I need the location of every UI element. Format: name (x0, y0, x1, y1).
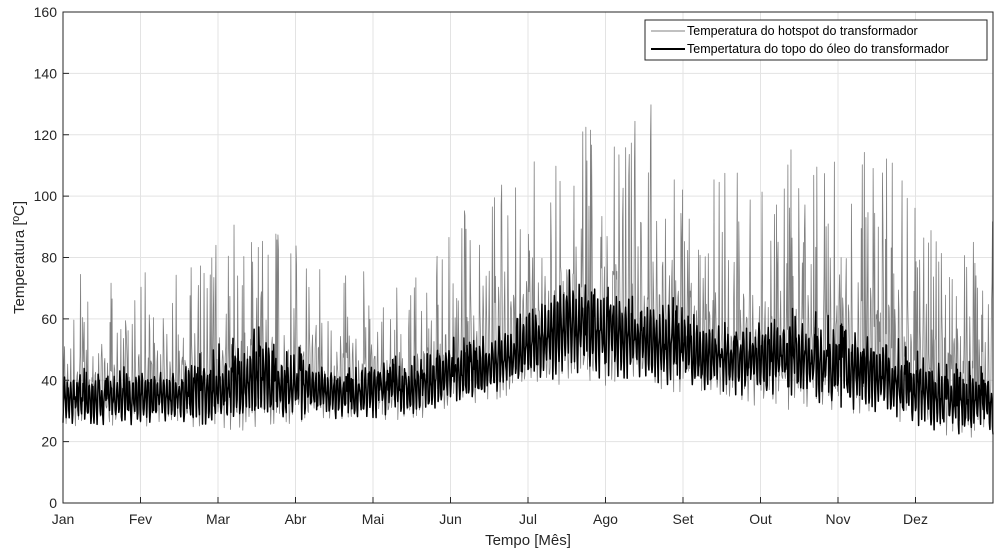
x-tick-label: Jan (52, 511, 75, 527)
series-layer (62, 104, 994, 438)
x-tick-label: Mar (206, 511, 230, 527)
x-tick-label: Nov (826, 511, 851, 527)
x-axis-label: Tempo [Mês] (485, 532, 571, 549)
x-tick-label: Jun (439, 511, 462, 527)
x-tick-label: Jul (519, 511, 537, 527)
legend-label-top-oil: Tempertatura do topo do óleo do transfor… (687, 42, 949, 56)
x-tick-label: Ago (593, 511, 618, 527)
x-tick-label: Dez (903, 511, 928, 527)
y-tick-label: 0 (49, 495, 57, 511)
y-tick-label: 80 (41, 250, 57, 266)
x-tick-label: Out (749, 511, 772, 527)
y-tick-label: 160 (34, 4, 58, 20)
y-tick-label: 20 (41, 434, 57, 450)
legend-box (644, 19, 988, 61)
series-top-oil-line (62, 269, 994, 435)
legend-label-hotspot: Temperatura do hotspot do transformador (687, 24, 918, 38)
grid (63, 11, 993, 504)
ticks: 0 20 40 60 80 100 120 140 160 Jan Fev Mar Abr Mai Jun J… (34, 4, 928, 527)
y-tick-label: 140 (34, 65, 58, 81)
y-tick-label: 100 (34, 188, 58, 204)
x-tick-label: Mai (362, 511, 385, 527)
y-axis-label: Temperatura [ºC] (11, 201, 28, 314)
y-tick-label: 120 (34, 127, 58, 143)
x-tick-label: Set (672, 511, 693, 527)
y-tick-label: 40 (41, 372, 57, 388)
x-tick-label: Fev (129, 511, 152, 527)
x-tick-label: Abr (285, 511, 307, 527)
y-tick-label: 60 (41, 311, 57, 327)
legend: Temperatura do hotspot do transformador … (644, 19, 988, 61)
